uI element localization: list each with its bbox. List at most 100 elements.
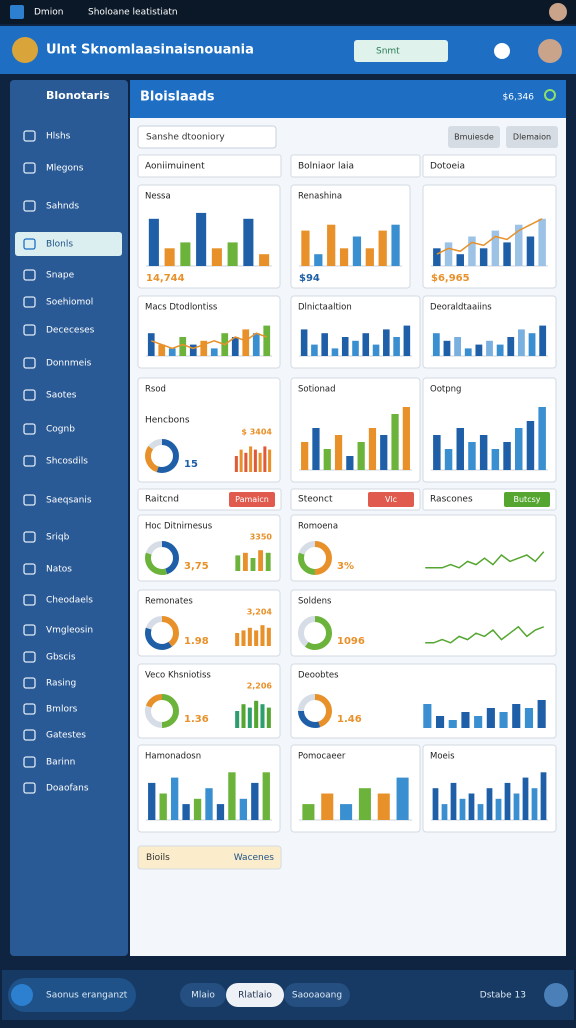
bar — [486, 340, 493, 356]
card-title: Soldens — [298, 597, 332, 607]
bar — [327, 224, 336, 266]
bar — [168, 348, 176, 356]
bottom-action[interactable] — [544, 983, 568, 1007]
bar — [365, 248, 374, 266]
status-title: Sholoane leatistiatn — [88, 8, 178, 18]
bar — [461, 712, 470, 728]
bar — [491, 449, 500, 470]
panel-button[interactable] — [448, 126, 500, 148]
bottom-segment[interactable] — [284, 983, 350, 1007]
sidebar-item[interactable]: Bmlors — [46, 705, 78, 715]
sidebar-item[interactable]: Sriqb — [46, 533, 70, 543]
card — [422, 184, 557, 289]
donut-segment — [298, 541, 332, 575]
search-icon[interactable] — [544, 89, 556, 101]
bottom-segment[interactable] — [226, 983, 284, 1007]
card-title: Rsod — [145, 385, 166, 395]
bar — [189, 344, 197, 356]
search-box[interactable] — [354, 40, 448, 62]
sidebar-item[interactable]: Mlegons — [46, 164, 84, 174]
strip-tag[interactable] — [229, 492, 275, 507]
bar — [249, 446, 253, 472]
sidebar-item[interactable]: Gbscis — [46, 653, 76, 663]
bar — [148, 218, 159, 266]
donut-segment — [145, 694, 179, 728]
bar — [448, 720, 457, 728]
sidebar-item[interactable]: Hlshs — [46, 132, 71, 142]
avatar[interactable] — [538, 39, 562, 63]
donut-segment — [145, 541, 179, 575]
sidebar-icon — [23, 563, 36, 575]
filter-dropdown[interactable] — [137, 125, 277, 149]
bar — [372, 344, 380, 356]
bar — [258, 550, 264, 571]
bar — [538, 407, 546, 470]
bar — [158, 344, 166, 356]
bar — [205, 788, 213, 820]
bar — [235, 555, 241, 571]
sidebar-item[interactable]: Soehiomol — [46, 298, 93, 308]
bottom-left-pill[interactable] — [8, 978, 136, 1012]
bar — [243, 218, 254, 266]
sidebar-item[interactable]: Doaofans — [46, 784, 89, 794]
bar — [518, 329, 525, 356]
bar — [383, 329, 390, 356]
card-title: Nessa — [145, 192, 171, 202]
sidebar-active[interactable] — [15, 232, 122, 256]
bar — [331, 348, 339, 356]
bar — [504, 782, 511, 820]
bar — [244, 452, 248, 472]
sidebar-icon — [23, 531, 36, 543]
sidebar-item[interactable]: Barinn — [46, 758, 75, 768]
bar — [391, 224, 400, 266]
bar — [378, 230, 387, 266]
card-note: 3350 — [250, 533, 273, 542]
strip-tag[interactable] — [504, 492, 550, 507]
tab[interactable] — [137, 154, 282, 178]
tab-label: Dotoeia — [430, 162, 465, 172]
sidebar-item[interactable]: Vmgleosin — [46, 626, 93, 636]
bar — [444, 449, 453, 470]
strip-tag[interactable] — [368, 492, 414, 507]
bar — [242, 552, 248, 571]
sidebar-item[interactable]: Rasing — [46, 679, 76, 689]
strip-title: Rascones — [430, 495, 473, 505]
notifications[interactable] — [494, 43, 510, 59]
card-title: Hoc Ditnirnesus — [145, 522, 213, 532]
bar — [539, 325, 547, 356]
sidebar-item[interactable]: Dececeses — [46, 326, 95, 336]
tab[interactable] — [290, 154, 421, 178]
bar — [263, 446, 267, 472]
card-stat: 3,75 — [184, 561, 209, 572]
sidebar-item[interactable]: Donnmeis — [46, 359, 92, 369]
bar — [302, 804, 315, 820]
sidebar-icon — [23, 703, 36, 715]
bar — [263, 325, 271, 356]
bar — [479, 435, 488, 470]
sidebar-item[interactable]: Shcosdils — [46, 457, 88, 467]
card-title: Moeis — [430, 752, 455, 762]
sidebar-item[interactable]: Cognb — [46, 425, 75, 435]
sidebar-item[interactable]: Gatestes — [46, 731, 86, 741]
bar — [164, 248, 175, 266]
bar — [433, 435, 441, 470]
sidebar-item[interactable]: Saeqsanis — [46, 496, 92, 506]
card-stat: 1.36 — [184, 714, 209, 725]
sidebar-item[interactable]: Natos — [46, 565, 72, 575]
sidebar-item[interactable]: Saotes — [46, 391, 77, 401]
sidebar-item[interactable]: Sahnds — [46, 202, 79, 212]
sidebar-item[interactable]: Blonls — [46, 240, 73, 250]
bar — [443, 340, 451, 356]
card-stat: 15 — [184, 459, 198, 470]
panel-button[interactable] — [506, 126, 558, 148]
bottom-segment[interactable] — [180, 983, 226, 1007]
tab[interactable] — [422, 154, 557, 178]
bar — [196, 212, 207, 266]
sidebar-item[interactable]: Snape — [46, 271, 75, 281]
bar — [444, 242, 453, 266]
panel-total: $6,346 — [503, 93, 535, 103]
panel-button-label: Bmuiesde — [454, 133, 494, 142]
strip-title: Steonct — [298, 495, 333, 505]
card-title: Veco Khsniotiss — [145, 671, 211, 681]
sidebar-item[interactable]: Cheodaels — [46, 596, 93, 606]
